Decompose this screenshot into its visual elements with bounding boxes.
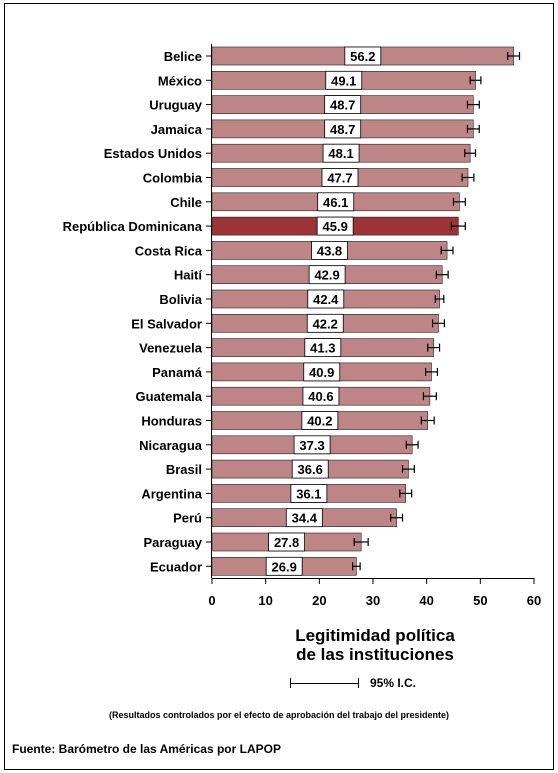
category-label: Nicaragua <box>139 438 203 453</box>
category-label: Estados Unidos <box>104 146 202 161</box>
value-label: 41.3 <box>310 341 335 356</box>
value-label: 47.7 <box>327 171 352 186</box>
x-tick-label: 60 <box>527 593 541 608</box>
category-label: Bolivia <box>159 292 202 307</box>
value-label-box <box>324 95 362 114</box>
value-label-box <box>308 265 346 285</box>
footnote: (Resultados controlados por el efecto de… <box>108 710 450 720</box>
value-label: 26.9 <box>272 559 297 574</box>
value-label-box <box>303 362 341 382</box>
value-label: 48.7 <box>330 98 355 113</box>
value-label-box <box>285 508 323 528</box>
source-text: Fuente: Barómetro de las Américas por LA… <box>12 742 281 756</box>
value-label: 37.3 <box>299 438 324 453</box>
value-label-box <box>344 46 382 66</box>
value-label: 40.9 <box>309 365 334 380</box>
value-label-box <box>268 532 305 552</box>
value-label-box <box>322 143 360 163</box>
category-label: Haití <box>174 268 203 283</box>
category-label: Chile <box>170 195 202 210</box>
value-label-box <box>301 411 339 430</box>
category-label: Colombia <box>143 171 203 186</box>
value-label: 42.2 <box>313 316 338 331</box>
category-label: Belice <box>164 49 202 64</box>
category-label: Brasil <box>166 462 202 477</box>
legend-ci-line <box>290 683 358 684</box>
category-label: México <box>158 73 202 88</box>
value-label-box <box>291 459 329 479</box>
value-label: 27.8 <box>274 535 299 550</box>
value-label: 42.9 <box>314 268 339 283</box>
category-label: Guatemala <box>136 389 203 404</box>
value-label: 40.6 <box>308 389 333 404</box>
category-label: Uruguay <box>149 98 203 113</box>
category-label: Paraguay <box>143 535 202 550</box>
value-label: 34.4 <box>292 511 318 526</box>
x-tick-label: 40 <box>419 593 433 608</box>
x-axis-title-line2: de las instituciones <box>296 645 454 664</box>
category-label: Argentina <box>141 486 202 501</box>
category-label: Perú <box>173 511 202 526</box>
value-label: 43.8 <box>317 243 342 258</box>
x-axis-title-line1: Legitimidad política <box>295 626 455 645</box>
category-label: Ecuador <box>150 559 202 574</box>
value-label: 40.2 <box>307 414 332 429</box>
value-label-box <box>290 483 328 503</box>
legend-ci-cap-left <box>290 678 291 688</box>
category-label: Honduras <box>141 414 202 429</box>
category-label: Venezuela <box>139 341 203 356</box>
legend-label: 95% I.C. <box>370 676 417 690</box>
value-label-box <box>304 338 342 358</box>
value-label-box <box>317 192 355 212</box>
value-label-box <box>324 119 362 139</box>
value-label-box <box>293 435 331 455</box>
category-label: El Salvador <box>131 316 202 331</box>
value-label: 46.1 <box>323 195 348 210</box>
x-tick-label: 10 <box>258 593 272 608</box>
legend-ci-cap-right <box>358 678 359 688</box>
category-label: Jamaica <box>151 122 203 137</box>
value-label: 36.1 <box>296 486 321 501</box>
value-label-box <box>311 240 348 260</box>
value-label: 49.1 <box>331 73 356 88</box>
value-label: 48.7 <box>330 122 355 137</box>
category-label: República Dominicana <box>63 219 203 234</box>
x-tick-label: 20 <box>312 593 326 608</box>
value-label: 45.9 <box>323 219 348 234</box>
value-label-box <box>316 216 354 236</box>
x-tick-label: 50 <box>473 593 487 608</box>
value-label: 48.1 <box>328 146 353 161</box>
category-label: Panamá <box>152 365 203 380</box>
value-label: 42.4 <box>313 292 339 307</box>
value-label-box <box>307 289 345 309</box>
value-label: 36.6 <box>298 462 323 477</box>
value-label-box <box>265 556 303 576</box>
value-label-box <box>325 70 363 90</box>
value-label-box <box>302 386 340 406</box>
value-label: 56.2 <box>350 49 375 64</box>
category-label: Costa Rica <box>135 243 203 258</box>
value-label-box <box>306 313 344 333</box>
x-tick-label: 30 <box>366 593 380 608</box>
x-tick-label: 0 <box>208 593 215 608</box>
value-label-box <box>321 168 359 187</box>
